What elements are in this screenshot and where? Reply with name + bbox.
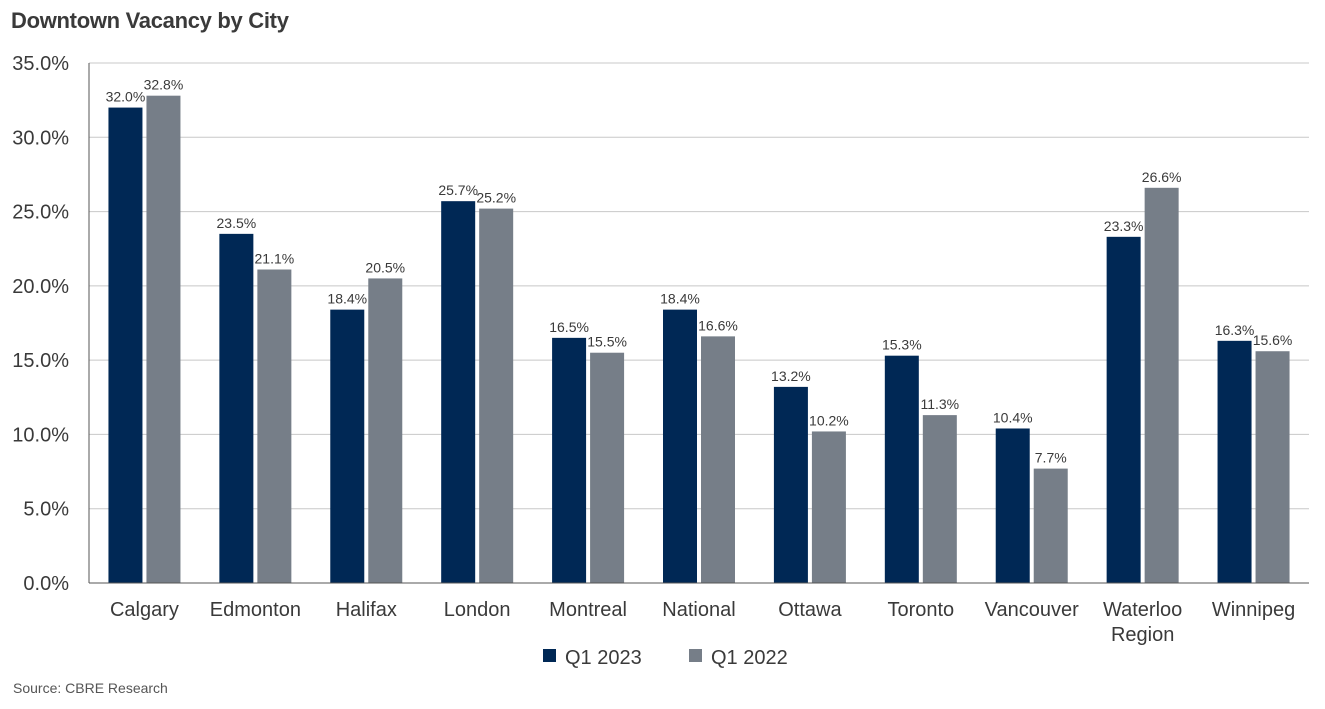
bar <box>1255 351 1290 583</box>
data-label: 32.8% <box>144 77 184 93</box>
x-category-label: Montreal <box>549 599 627 621</box>
x-category-label: Halifax <box>336 599 397 621</box>
y-tick-label: 25.0% <box>12 202 69 224</box>
x-category-label: Winnipeg <box>1212 599 1295 621</box>
data-label: 20.5% <box>365 259 405 275</box>
bar <box>663 309 697 583</box>
bar <box>884 355 919 583</box>
y-tick-label: 20.0% <box>12 276 69 298</box>
bar <box>773 386 808 583</box>
x-category-label: Calgary <box>110 599 179 621</box>
axes <box>88 63 1309 584</box>
bar <box>441 201 476 583</box>
legend-label: Q1 2023 <box>565 647 642 669</box>
bar <box>146 95 181 583</box>
bar <box>995 428 1030 583</box>
bar <box>701 336 735 583</box>
data-label: 25.7% <box>438 182 478 198</box>
bar <box>552 337 587 583</box>
data-label: 13.2% <box>771 368 811 384</box>
x-category-label: Toronto <box>887 599 954 621</box>
data-label: 23.3% <box>1104 218 1144 234</box>
bar <box>479 208 514 583</box>
y-tick-label: 0.0% <box>23 573 69 595</box>
legend: Q1 2023 Q1 2022 <box>543 647 788 669</box>
data-label: 21.1% <box>255 251 295 267</box>
data-label: 25.2% <box>476 190 516 206</box>
data-label: 15.6% <box>1253 332 1293 348</box>
bar <box>1144 187 1179 584</box>
legend-swatch <box>689 649 702 662</box>
bar <box>922 415 957 583</box>
x-category-label: Waterloo Region <box>1103 599 1182 646</box>
x-category-label: Vancouver <box>985 599 1079 621</box>
data-label: 15.3% <box>882 337 922 353</box>
x-category-label: Edmonton <box>210 599 301 621</box>
bar <box>368 278 403 583</box>
data-label: 10.2% <box>809 412 849 428</box>
data-label: 23.5% <box>217 215 257 231</box>
gridlines <box>89 62 1309 510</box>
x-category-label: London <box>444 599 511 621</box>
data-labels: 32.0%32.8% 23.5% 21.1% 18.4% 20.5% 25.7%25.2%… <box>106 77 1293 466</box>
bar <box>1033 468 1068 583</box>
data-label: 10.4% <box>993 409 1033 425</box>
y-tick-label: 5.0% <box>23 499 69 521</box>
y-tick-label: 10.0% <box>12 424 69 446</box>
data-label: 18.4% <box>327 291 367 307</box>
data-label: 16.5% <box>549 319 589 335</box>
x-category-label: National <box>662 599 735 621</box>
y-tick-label: 30.0% <box>12 127 69 149</box>
bar <box>590 352 625 583</box>
bar <box>108 107 143 584</box>
bars <box>108 95 1290 584</box>
bar <box>1106 236 1141 584</box>
bar <box>219 233 254 583</box>
data-label: 7.7% <box>1035 450 1067 466</box>
data-label: 16.3% <box>1215 322 1255 338</box>
x-category-label: Ottawa <box>778 599 842 621</box>
data-label: 16.6% <box>698 317 738 333</box>
data-label: 32.0% <box>106 89 146 105</box>
y-tick-label: 35.0% <box>12 53 69 75</box>
x-axis-categories: Calgary Edmonton Halifax London Montreal Nati… <box>110 599 1295 646</box>
bar <box>1217 340 1252 583</box>
data-label: 26.6% <box>1142 169 1182 185</box>
y-tick-label: 15.0% <box>12 350 69 372</box>
legend-label: Q1 2022 <box>711 647 788 669</box>
data-label: 11.3% <box>920 396 959 412</box>
legend-swatch <box>543 649 556 662</box>
data-label: 15.5% <box>587 334 627 350</box>
bar <box>257 269 292 583</box>
bar <box>330 309 365 583</box>
bar <box>811 431 846 583</box>
chart-title: Downtown Vacancy by City <box>11 8 289 33</box>
y-axis-ticks: 0.0% 5.0% 10.0% 15.0% 20.0% 25.0% 30.0% 35.0% <box>12 53 69 595</box>
data-label: 18.4% <box>660 291 700 307</box>
source-note: Source: CBRE Research <box>13 680 168 696</box>
